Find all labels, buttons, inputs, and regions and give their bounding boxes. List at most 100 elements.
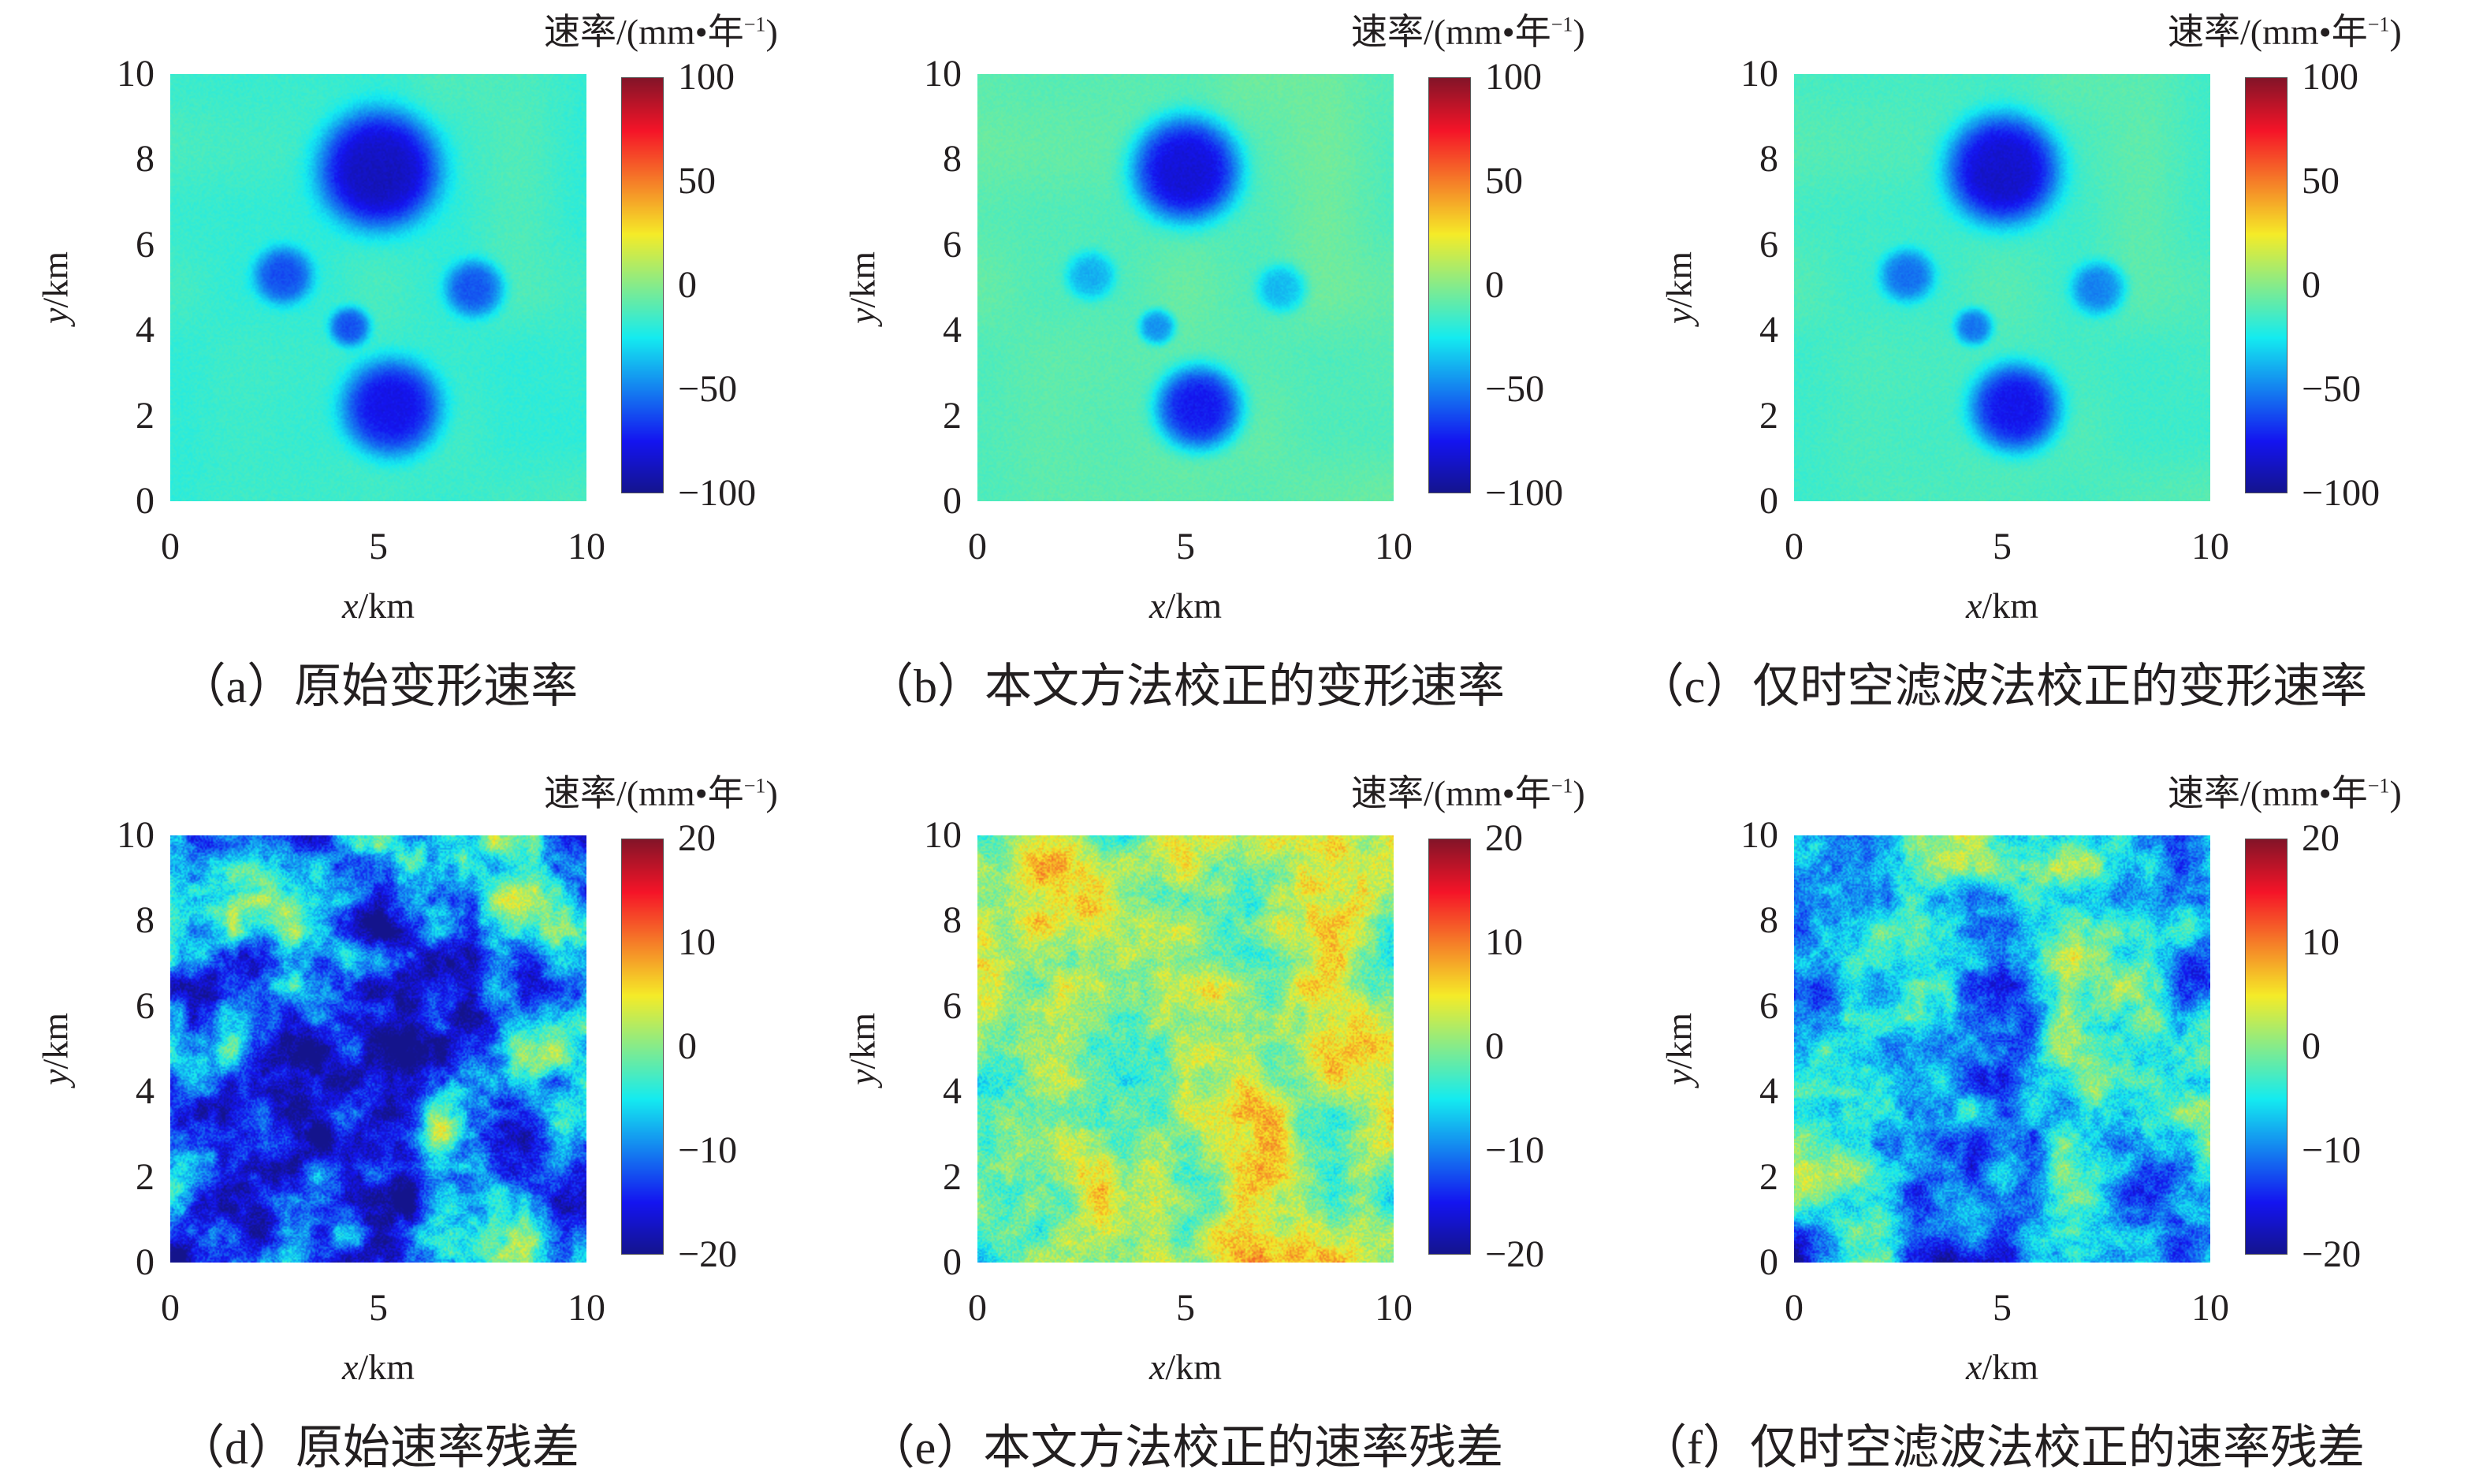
y-tick-label: 0 (943, 480, 962, 522)
unit-exponent: −1 (1550, 13, 1573, 36)
unit-text: 速率/(mm•年 (2168, 12, 2368, 52)
colorbar-tick-label: 20 (1485, 817, 1523, 859)
subfigure-caption: （a）原始变形速率 (178, 660, 579, 712)
subfigure-caption: （d）原始速率残差 (177, 1422, 579, 1474)
x-tick-label: 5 (369, 1287, 388, 1329)
colorbar-tick-label: 100 (1485, 56, 1542, 98)
x-tick-label: 5 (1176, 1287, 1195, 1329)
y-tick-label: 10 (117, 814, 154, 856)
heatmap-panel-b: 0 2 4 6 8 10 0 5 10 100 50 0 −50 −100 速率/(mm•年−1) x/km y… (807, 0, 1619, 733)
colorbar-tick-label: −50 (1485, 368, 1545, 410)
y-axis-label: y/km (1658, 251, 1700, 324)
x-unit: /km (1982, 586, 2038, 626)
y-axis-label: y/km (842, 251, 884, 324)
colorbar-unit-label: 速率/(mm•年−1) (1351, 764, 1585, 816)
colorbar-unit-label: 速率/(mm•年−1) (2168, 3, 2402, 55)
unit-close: ) (2389, 12, 2402, 52)
unit-text: 速率/(mm•年 (2168, 773, 2368, 813)
x-axis-label: x/km (1966, 1346, 2038, 1388)
y-tick-label: 2 (943, 1155, 962, 1198)
colorbar (621, 839, 664, 1255)
x-tick-label: 0 (968, 526, 987, 567)
colorbar (2245, 77, 2288, 493)
heatmap-panel-f: 0 2 4 6 8 10 0 5 10 20 10 0 −10 −20 速率/(mm•年−1) x/km y/k… (1624, 761, 2436, 1484)
y-tick-label: 2 (136, 1155, 154, 1198)
colorbar-tick-label: 100 (678, 56, 735, 98)
x-var: x (1966, 1347, 1982, 1387)
y-var: y (842, 1069, 883, 1085)
x-tick-label: 0 (1785, 1287, 1804, 1329)
x-var: x (1149, 1347, 1166, 1387)
x-tick-label: 0 (968, 1287, 987, 1329)
x-tick-label: 5 (1993, 1287, 2012, 1329)
colorbar-tick-label: −20 (1485, 1233, 1545, 1275)
unit-exponent: −1 (1550, 774, 1573, 798)
x-tick-label: 10 (568, 526, 605, 567)
unit-text: 速率/(mm•年 (1351, 773, 1551, 813)
x-axis-label: x/km (1966, 585, 2038, 627)
y-var: y (842, 307, 883, 324)
y-tick-label: 10 (924, 814, 962, 856)
x-tick-label: 5 (1993, 526, 2012, 567)
colorbar-tick-label: 0 (678, 264, 697, 306)
colorbar-tick-label: 50 (2302, 160, 2340, 202)
heatmap-panel-c: 0 2 4 6 8 10 0 5 10 100 50 0 −50 −100 速率/(mm•年−1) x/km y… (1624, 0, 2436, 733)
y-unit: /km (35, 251, 76, 308)
y-tick-label: 10 (924, 53, 962, 95)
colorbar-tick-label: −100 (1485, 472, 1564, 514)
y-tick-label: 0 (943, 1241, 962, 1283)
colorbar-tick-label: 0 (2302, 1025, 2321, 1067)
y-unit: /km (35, 1013, 76, 1069)
x-tick-label: 0 (161, 526, 180, 567)
x-unit: /km (1982, 1347, 2038, 1387)
y-tick-label: 8 (943, 899, 962, 942)
heatmap-panel-a: 0 2 4 6 8 10 0 5 10 100 50 0 −50 −100 速率/(mm•年−1) x/km y… (0, 0, 812, 733)
y-axis-label: y/km (35, 251, 76, 324)
subfigure-caption: （c）仅时空滤波法校正的变形速率 (1636, 660, 2368, 712)
y-tick-label: 6 (1759, 984, 1778, 1027)
unit-close: ) (765, 12, 778, 52)
unit-text: 速率/(mm•年 (544, 773, 744, 813)
colorbar-tick-label: 0 (2302, 264, 2321, 306)
unit-text: 速率/(mm•年 (1351, 12, 1551, 52)
heatmap-image (170, 74, 586, 501)
colorbar-tick-label: 10 (2302, 921, 2340, 963)
unit-close: ) (2389, 773, 2402, 813)
x-tick-label: 10 (1375, 1287, 1413, 1329)
x-unit: /km (1165, 1347, 1222, 1387)
colorbar-tick-label: −20 (2302, 1233, 2362, 1275)
unit-exponent: −1 (2367, 13, 2390, 36)
y-axis-label: y/km (1658, 1013, 1700, 1085)
colorbar-tick-label: −50 (678, 368, 738, 410)
y-tick-label: 4 (136, 309, 154, 351)
heatmap-image (977, 74, 1394, 501)
colorbar-tick-label: 50 (678, 160, 716, 202)
y-tick-label: 4 (943, 1070, 962, 1113)
y-tick-label: 2 (1759, 394, 1778, 437)
x-var: x (342, 586, 359, 626)
y-tick-label: 6 (136, 223, 154, 266)
y-tick-label: 0 (1759, 1241, 1778, 1283)
y-tick-label: 8 (1759, 138, 1778, 180)
colorbar-tick-label: 100 (2302, 56, 2358, 98)
heatmap-image (170, 835, 586, 1263)
unit-close: ) (1573, 12, 1585, 52)
y-tick-label: 0 (136, 1241, 154, 1283)
x-tick-label: 10 (1375, 526, 1413, 567)
colorbar (1428, 77, 1471, 493)
x-axis-label: x/km (1149, 1346, 1222, 1388)
y-unit: /km (842, 1013, 883, 1069)
y-tick-label: 10 (1740, 814, 1778, 856)
x-tick-label: 10 (2191, 1287, 2229, 1329)
y-tick-label: 6 (943, 984, 962, 1027)
unit-exponent: −1 (2367, 774, 2390, 798)
y-var: y (35, 1069, 76, 1085)
unit-exponent: −1 (743, 13, 766, 36)
unit-exponent: −1 (743, 774, 766, 798)
x-axis-label: x/km (342, 585, 415, 627)
x-axis-label: x/km (342, 1346, 415, 1388)
y-unit: /km (1658, 1013, 1699, 1069)
y-tick-label: 0 (1759, 480, 1778, 522)
heatmap-panel-e: 0 2 4 6 8 10 0 5 10 20 10 0 −10 −20 速率/(mm•年−1) x/km y/k… (807, 761, 1619, 1484)
